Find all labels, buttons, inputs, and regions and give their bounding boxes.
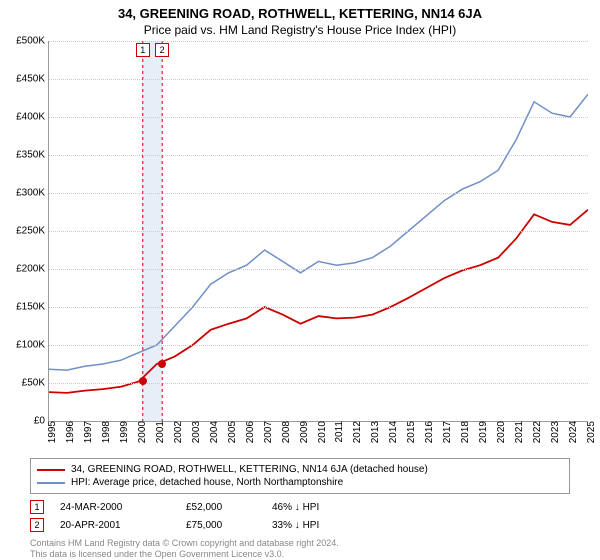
x-axis-label: 2024 <box>566 421 579 443</box>
transaction-delta: 33% ↓ HPI <box>272 520 362 531</box>
x-axis-label: 2023 <box>548 421 561 443</box>
x-axis-label: 2011 <box>332 421 345 443</box>
legend-swatch <box>37 482 65 484</box>
marker-dot <box>158 360 166 368</box>
transaction-date: 20-APR-2001 <box>60 520 170 531</box>
legend: 34, GREENING ROAD, ROTHWELL, KETTERING, … <box>30 458 570 494</box>
x-axis-label: 2005 <box>225 421 238 443</box>
x-axis-label: 2021 <box>512 421 525 443</box>
transaction-price: £52,000 <box>186 502 256 513</box>
legend-swatch <box>37 469 65 471</box>
marker-badge: 2 <box>30 518 44 532</box>
y-axis-label: £400K <box>16 112 49 123</box>
x-axis-label: 2006 <box>243 421 256 443</box>
x-axis-label: 2020 <box>494 421 507 443</box>
footer-line: This data is licensed under the Open Gov… <box>30 549 570 560</box>
y-axis-label: £50K <box>22 378 49 389</box>
chart-container: 34, GREENING ROAD, ROTHWELL, KETTERING, … <box>0 0 600 560</box>
chart-plot-area: £0£50K£100K£150K£200K£250K£300K£350K£400… <box>48 41 588 422</box>
legend-item: 34, GREENING ROAD, ROTHWELL, KETTERING, … <box>37 463 563 476</box>
footer: Contains HM Land Registry data © Crown c… <box>30 538 570 560</box>
legend-item: HPI: Average price, detached house, Nort… <box>37 476 563 489</box>
chart-title: 34, GREENING ROAD, ROTHWELL, KETTERING, … <box>0 0 600 21</box>
x-axis-label: 2008 <box>279 421 292 443</box>
legend-label: 34, GREENING ROAD, ROTHWELL, KETTERING, … <box>71 464 428 475</box>
transaction-row: 2 20-APR-2001 £75,000 33% ↓ HPI <box>30 516 570 534</box>
x-axis-label: 2022 <box>530 421 543 443</box>
legend-label: HPI: Average price, detached house, Nort… <box>71 477 343 488</box>
y-axis-label: £300K <box>16 188 49 199</box>
transaction-row: 1 24-MAR-2000 £52,000 46% ↓ HPI <box>30 498 570 516</box>
marker-badge: 1 <box>136 43 150 57</box>
x-axis-label: 1998 <box>99 421 112 443</box>
x-axis-label: 2007 <box>261 421 274 443</box>
x-axis-label: 2003 <box>189 421 202 443</box>
x-axis-label: 2014 <box>386 421 399 443</box>
y-axis-label: £200K <box>16 264 49 275</box>
marker-badge: 2 <box>155 43 169 57</box>
y-axis-label: £100K <box>16 340 49 351</box>
y-axis-label: £350K <box>16 150 49 161</box>
x-axis-label: 2010 <box>315 421 328 443</box>
x-axis-label: 2018 <box>458 421 471 443</box>
x-axis-label: 2012 <box>350 421 363 443</box>
x-axis-label: 2016 <box>422 421 435 443</box>
x-axis-label: 1999 <box>117 421 130 443</box>
x-axis-label: 2002 <box>171 421 184 443</box>
marker-badge: 1 <box>30 500 44 514</box>
y-axis-label: £450K <box>16 74 49 85</box>
x-axis-label: 2001 <box>153 421 166 443</box>
x-axis-label: 2025 <box>584 421 597 443</box>
x-axis-label: 2015 <box>404 421 417 443</box>
transactions-table: 1 24-MAR-2000 £52,000 46% ↓ HPI 2 20-APR… <box>30 498 570 534</box>
y-axis-label: £500K <box>16 36 49 47</box>
x-axis-label: 2013 <box>368 421 381 443</box>
footer-line: Contains HM Land Registry data © Crown c… <box>30 538 570 549</box>
x-axis-label: 2019 <box>476 421 489 443</box>
x-axis-label: 1997 <box>81 421 94 443</box>
x-axis-label: 2009 <box>297 421 310 443</box>
x-axis-label: 1996 <box>63 421 76 443</box>
y-axis-label: £250K <box>16 226 49 237</box>
y-axis-label: £150K <box>16 302 49 313</box>
transaction-date: 24-MAR-2000 <box>60 502 170 513</box>
transaction-price: £75,000 <box>186 520 256 531</box>
x-axis-label: 2000 <box>135 421 148 443</box>
x-axis-label: 1995 <box>45 421 58 443</box>
transaction-delta: 46% ↓ HPI <box>272 502 362 513</box>
chart-subtitle: Price paid vs. HM Land Registry's House … <box>0 21 600 41</box>
x-axis-label: 2004 <box>207 421 220 443</box>
marker-dot <box>139 377 147 385</box>
x-axis-label: 2017 <box>440 421 453 443</box>
